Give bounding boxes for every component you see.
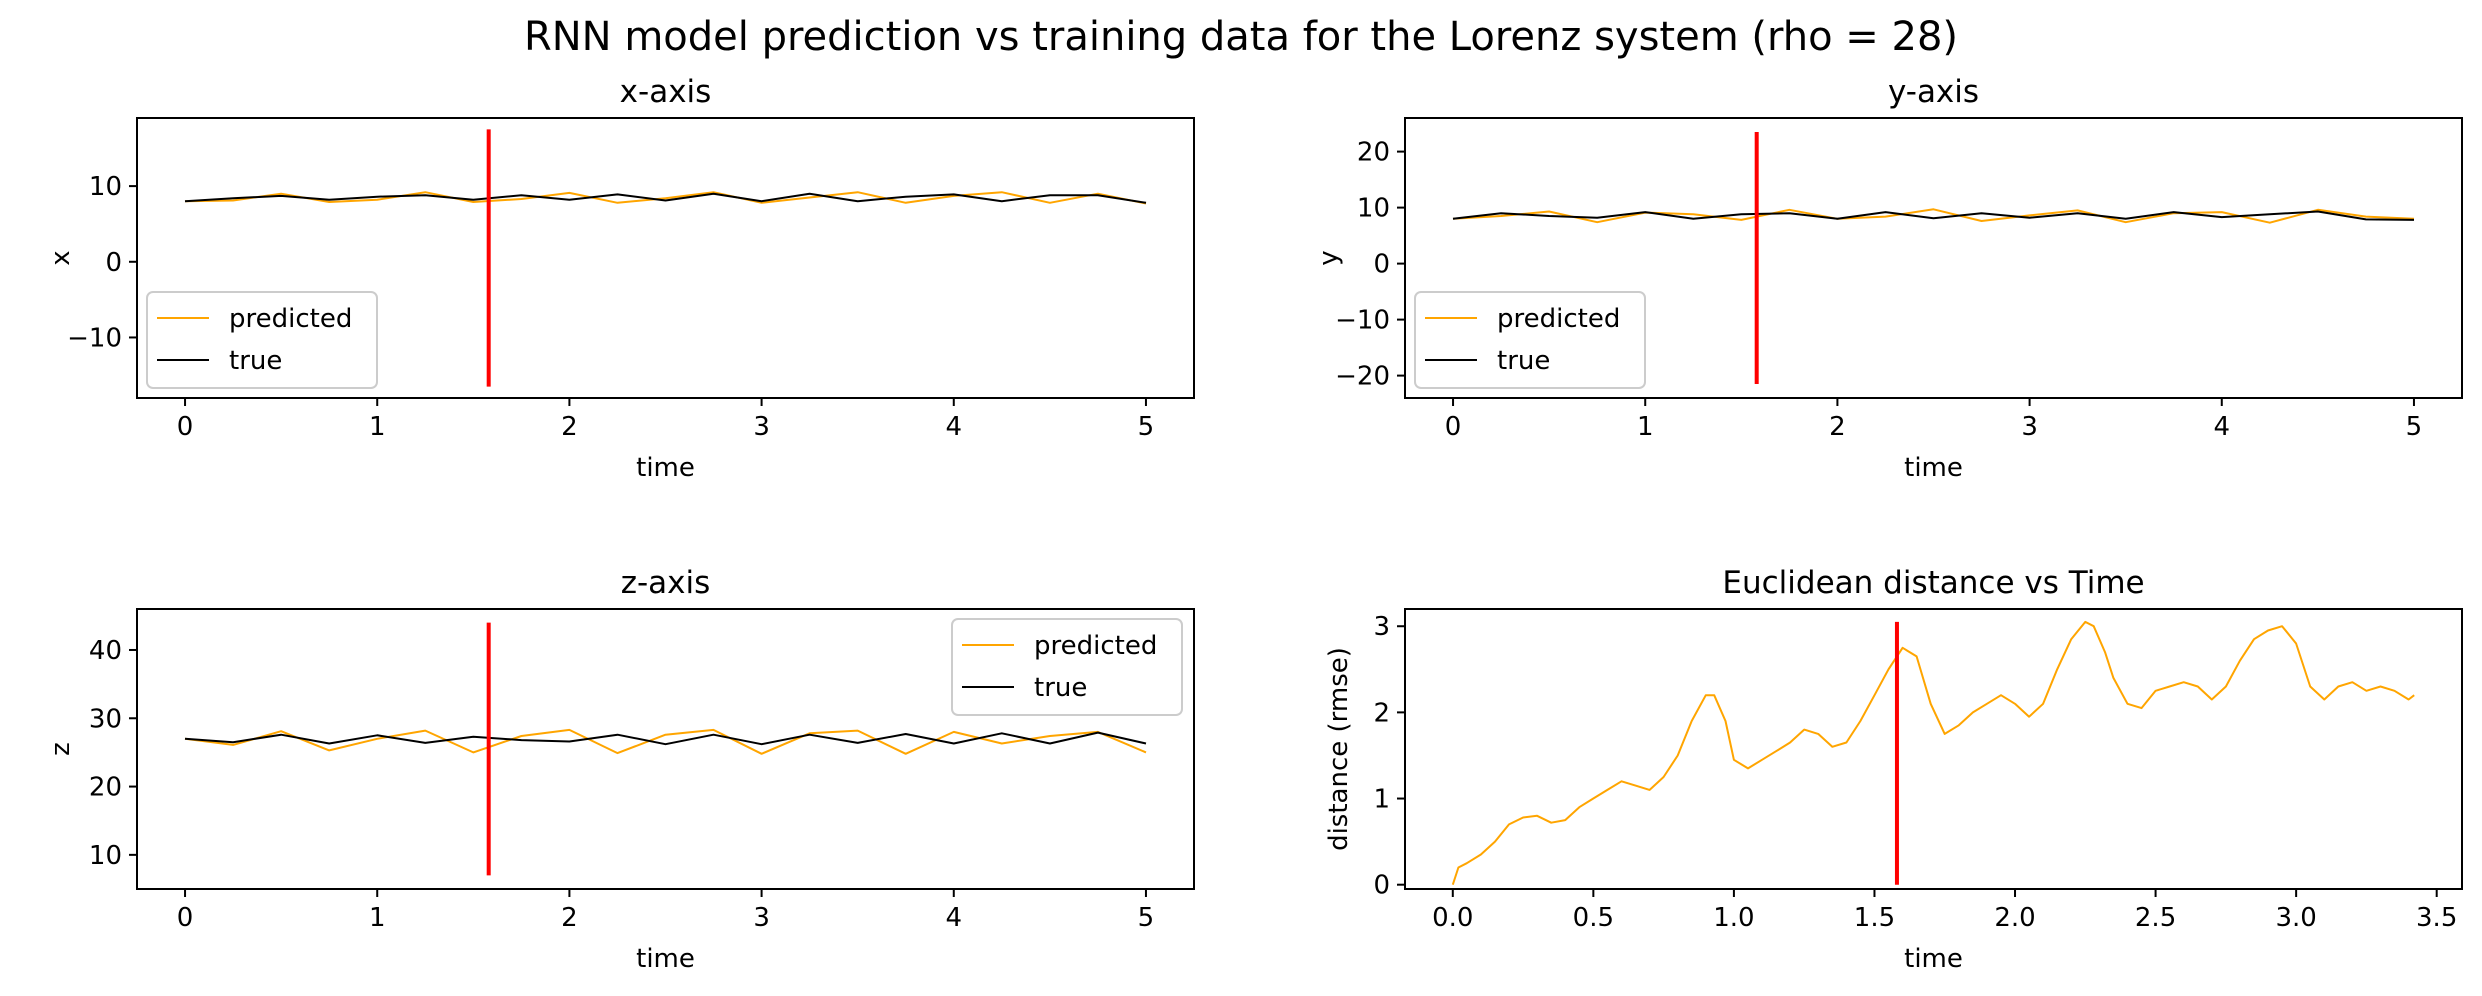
axes-frame — [1404, 608, 2463, 890]
y-tick-label: −10 — [67, 323, 122, 353]
y-tick-label: 0 — [105, 248, 122, 278]
series-line-true — [1452, 210, 2415, 221]
x-tick-label: 4 — [2213, 412, 2230, 442]
x-tick-label: 4 — [945, 412, 962, 442]
figure-suptitle: RNN model prediction vs training data fo… — [524, 14, 1958, 60]
x-tick-label: 0.0 — [1432, 903, 1473, 933]
x-tick-label: 1 — [369, 903, 386, 933]
y-tick-label: −10 — [1335, 306, 1390, 336]
y-tick-label: 1 — [1373, 785, 1390, 815]
series-line-predicted — [184, 191, 1147, 205]
x-tick-label: 2 — [561, 903, 578, 933]
legend: predicted true — [146, 291, 378, 389]
x-tick-label: 1.5 — [1854, 903, 1895, 933]
legend-label-predicted: predicted — [1034, 631, 1157, 661]
y-tick-label: 20 — [89, 773, 122, 803]
subplot-title: z-axis — [621, 565, 711, 601]
legend-label-predicted: predicted — [229, 304, 352, 334]
series-line-true — [184, 192, 1147, 204]
x-tick-label: 5 — [1138, 412, 1155, 442]
x-tick-label: 5 — [2406, 412, 2423, 442]
series-line-true — [184, 731, 1147, 746]
subplot-1: x-axis 0 1 2 3 4 5 −10 0 10 time x predicted true — [46, 74, 1195, 483]
y-axis-label: y — [1314, 250, 1344, 265]
axes-frame — [1404, 117, 2463, 399]
y-axis-label: x — [46, 250, 76, 265]
subplot-4: Euclidean distance vs Time 0.0 0.5 1.0 1.5 2.… — [1324, 565, 2463, 974]
legend-box — [951, 618, 1183, 716]
x-tick-label: 5 — [1138, 903, 1155, 933]
x-tick-label: 2.0 — [1994, 903, 2035, 933]
x-tick-label: 0 — [177, 412, 194, 442]
legend-label-true: true — [229, 346, 282, 376]
y-tick-label: 0 — [1373, 871, 1390, 901]
x-tick-label: 1.0 — [1713, 903, 1754, 933]
x-tick-label: 0 — [1445, 412, 1462, 442]
y-tick-label: 10 — [1357, 194, 1390, 224]
x-tick-label: 1 — [1637, 412, 1654, 442]
x-tick-label: 2 — [1829, 412, 1846, 442]
legend-label-predicted: predicted — [1497, 304, 1620, 334]
x-tick-label: 0 — [177, 903, 194, 933]
y-tick-label: −20 — [1335, 362, 1390, 392]
x-axis-label: time — [1904, 944, 1963, 974]
legend-label-true: true — [1034, 673, 1087, 703]
legend-box — [146, 291, 378, 389]
subplot-3: z-axis 0 1 2 3 4 5 10 20 30 40 time z predicted true — [46, 565, 1195, 974]
axes-frame — [136, 608, 1195, 890]
y-axis-label: z — [46, 742, 76, 756]
subplot-2: y-axis 0 1 2 3 4 5 −20 −10 0 10 20 time y predicted tru… — [1314, 74, 2463, 483]
legend-label-true: true — [1497, 346, 1550, 376]
x-tick-label: 3.0 — [2275, 903, 2316, 933]
legend-box — [1414, 291, 1646, 389]
x-tick-label: 4 — [945, 903, 962, 933]
series-line-predicted — [184, 728, 1147, 755]
x-tick-label: 3.5 — [2416, 903, 2457, 933]
x-axis-label: time — [636, 944, 695, 974]
subplot-title: y-axis — [1888, 74, 1979, 110]
x-tick-label: 1 — [369, 412, 386, 442]
x-axis-label: time — [1904, 453, 1963, 483]
x-tick-label: 2 — [561, 412, 578, 442]
legend: predicted true — [951, 618, 1183, 716]
y-tick-label: 10 — [89, 172, 122, 202]
y-tick-label: 30 — [89, 704, 122, 734]
series-line-distance — [1451, 620, 2415, 886]
y-tick-label: 10 — [89, 841, 122, 871]
subplot-title: Euclidean distance vs Time — [1722, 565, 2144, 601]
x-tick-label: 3 — [2021, 412, 2038, 442]
subplot-title: x-axis — [620, 74, 712, 110]
y-tick-label: 40 — [89, 636, 122, 666]
x-tick-label: 3 — [753, 903, 770, 933]
series-line-predicted — [1452, 208, 2415, 224]
legend: predicted true — [1414, 291, 1646, 389]
x-tick-label: 3 — [753, 412, 770, 442]
x-tick-label: 2.5 — [2135, 903, 2176, 933]
x-axis-label: time — [636, 453, 695, 483]
axes-frame — [136, 117, 1195, 399]
x-tick-label: 0.5 — [1573, 903, 1614, 933]
y-axis-label: distance (rmse) — [1324, 647, 1354, 851]
y-tick-label: 2 — [1373, 698, 1390, 728]
y-tick-label: 20 — [1357, 138, 1390, 168]
y-tick-label: 0 — [1373, 250, 1390, 280]
y-tick-label: 3 — [1373, 612, 1390, 642]
